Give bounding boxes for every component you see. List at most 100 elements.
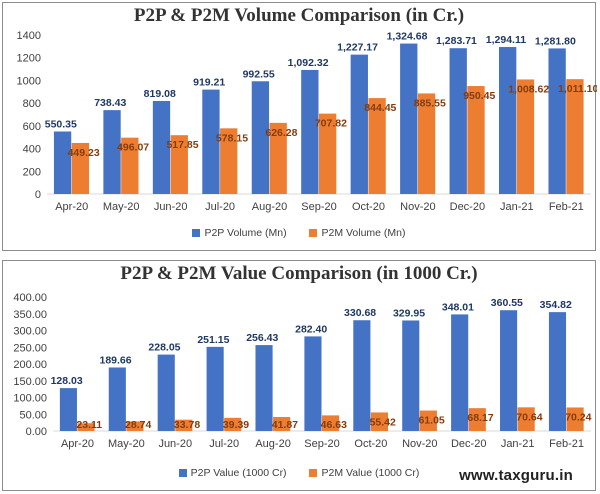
- volume-data-label-p2m: 844.45: [364, 102, 396, 114]
- value-xtick-label: Dec-20: [451, 438, 486, 450]
- volume-bar-p2m: [71, 142, 90, 194]
- legend-label-p2m-value: P2M Value (1000 Cr): [321, 467, 420, 479]
- value-bar-p2m: [566, 407, 584, 431]
- value-xtick-label: Jun-20: [158, 438, 192, 450]
- value-data-label-p2m: 70.64: [516, 411, 542, 423]
- value-data-label-p2m: 33.78: [174, 419, 200, 431]
- volume-data-label-p2p: 1,227.17: [337, 42, 378, 54]
- value-chart-title: P2P & P2M Value Comparison (in 1000 Cr.): [120, 263, 478, 284]
- value-data-label-p2p: 251.15: [197, 334, 229, 346]
- value-ytick-label: 0.00: [26, 426, 47, 438]
- volume-ytick-label: 1000: [17, 75, 41, 87]
- value-data-label-p2p: 330.68: [344, 307, 376, 319]
- value-data-label-p2m: 28.74: [125, 419, 151, 431]
- legend-label-p2p-volume: P2P Volume (Mn): [204, 227, 287, 239]
- volume-bar-p2m: [170, 135, 188, 194]
- volume-bar-p2m: [220, 128, 238, 194]
- volume-bar-p2p: [400, 43, 418, 194]
- value-ytick-label: 200.00: [13, 359, 47, 371]
- volume-xtick-label: Sep-20: [301, 201, 336, 213]
- value-bar-p2m: [273, 416, 291, 431]
- value-data-label-p2p: 329.95: [393, 307, 425, 319]
- volume-bar-p2m: [566, 79, 584, 194]
- volume-xtick-label: Jul-20: [205, 201, 235, 213]
- volume-data-label-p2m: 950.45: [463, 90, 495, 102]
- volume-data-label-p2p: 1,294.11: [486, 34, 526, 46]
- value-data-label-p2m: 41.87: [272, 419, 298, 431]
- volume-bar-p2p: [53, 131, 72, 194]
- value-data-label-p2p: 228.05: [148, 342, 180, 354]
- legend-item-p2p-volume: P2P Volume (Mn): [192, 227, 287, 239]
- value-bar-p2m: [175, 419, 193, 431]
- value-xtick-label: Jul-20: [209, 438, 239, 450]
- value-chart-plot: 0.00 50.00 100.00 150.00 200.00 250.00 300.00 3…: [13, 292, 591, 450]
- value-xtick-label: Aug-20: [255, 438, 290, 450]
- value-xtick-label: Feb-21: [549, 438, 584, 450]
- legend-swatch-p2p: [192, 229, 201, 238]
- value-data-label-p2p: 282.40: [295, 323, 327, 335]
- volume-data-label-p2p: 1,092.32: [288, 57, 329, 69]
- value-data-label-p2p: 360.55: [491, 297, 523, 309]
- volume-bar-p2m: [368, 98, 386, 194]
- volume-data-label-p2m: 626.28: [265, 127, 297, 139]
- value-data-label-p2m: 46.63: [321, 419, 347, 431]
- value-bar-p2m: [126, 421, 144, 431]
- volume-data-label-p2p: 1,324.68: [387, 31, 428, 43]
- value-xtick-label: Nov-20: [402, 438, 437, 450]
- volume-bar-p2p: [103, 110, 121, 194]
- volume-ytick-label: 1400: [17, 30, 41, 42]
- value-data-label-p2m: 68.17: [467, 412, 493, 424]
- volume-bar-p2m: [516, 79, 535, 194]
- volume-bar-p2p: [350, 54, 368, 194]
- volume-data-label-p2m: 707.82: [315, 118, 347, 130]
- legend-label-p2p-value: P2P Value (1000 Cr): [190, 467, 287, 479]
- legend-swatch-p2m: [309, 229, 318, 238]
- value-chart-panel: P2P & P2M Value Comparison (in 1000 Cr.)…: [2, 260, 596, 491]
- legend-swatch-p2p: [178, 469, 187, 478]
- volume-chart-legend: P2P Volume (Mn) P2M Volume (Mn): [3, 227, 595, 239]
- value-bar-p2p: [255, 345, 273, 431]
- volume-data-label-p2p: 1,281.80: [535, 35, 576, 47]
- value-xtick-label: Sep-20: [304, 438, 339, 450]
- volume-bar-p2p: [548, 48, 566, 195]
- legend-swatch-p2m: [309, 469, 318, 478]
- value-ytick-label: 250.00: [13, 342, 47, 354]
- value-bar-p2p: [500, 310, 518, 431]
- volume-data-label-p2p: 738.43: [94, 97, 126, 109]
- value-bar-p2m: [322, 415, 340, 431]
- watermark: www.taxguru.in: [459, 467, 573, 484]
- volume-bar-p2p: [152, 100, 171, 194]
- value-data-label-p2p: 128.03: [51, 375, 83, 387]
- volume-xtick-label: Aug-20: [252, 201, 287, 213]
- value-ytick-label: 150.00: [13, 376, 47, 388]
- volume-xtick-label: Dec-20: [450, 201, 485, 213]
- value-ytick-label: 100.00: [13, 393, 47, 405]
- value-xtick-label: Jan-21: [501, 438, 535, 450]
- value-bar-p2m: [517, 407, 535, 431]
- value-bar-p2p: [304, 336, 322, 431]
- volume-ytick-label: 600: [23, 121, 41, 133]
- volume-ytick-label: 800: [23, 98, 41, 110]
- value-xtick-label: Oct-20: [354, 438, 387, 450]
- value-bar-p2p: [353, 320, 371, 431]
- legend-item-p2p-value: P2P Value (1000 Cr): [178, 467, 287, 479]
- value-bar-p2p: [157, 354, 175, 431]
- value-bar-p2p: [548, 312, 567, 431]
- value-data-label-p2m: 39.39: [223, 419, 249, 431]
- volume-data-label-p2m: 496.07: [117, 142, 149, 154]
- volume-ytick-label: 400: [23, 144, 41, 156]
- value-data-label-p2p: 189.66: [99, 354, 131, 366]
- volume-bar-p2m: [417, 93, 436, 194]
- volume-xtick-label: May-20: [103, 201, 140, 213]
- value-data-label-p2p: 348.01: [442, 301, 474, 313]
- value-ytick-label: 400.00: [13, 292, 47, 304]
- value-data-label-p2m: 55.42: [370, 416, 396, 428]
- legend-item-p2m-value: P2M Value (1000 Cr): [309, 467, 419, 479]
- volume-bar-p2p: [499, 47, 517, 194]
- value-bar-p2p: [59, 388, 77, 431]
- volume-bar-p2p: [449, 48, 467, 195]
- value-xtick-label: May-20: [108, 438, 145, 450]
- volume-bar-p2p: [301, 69, 319, 194]
- volume-chart-plot: 0 200 400 600 800 1000 1200 1400 550.35 449.23 Apr…: [17, 30, 597, 213]
- value-ytick-label: 350.00: [13, 309, 47, 321]
